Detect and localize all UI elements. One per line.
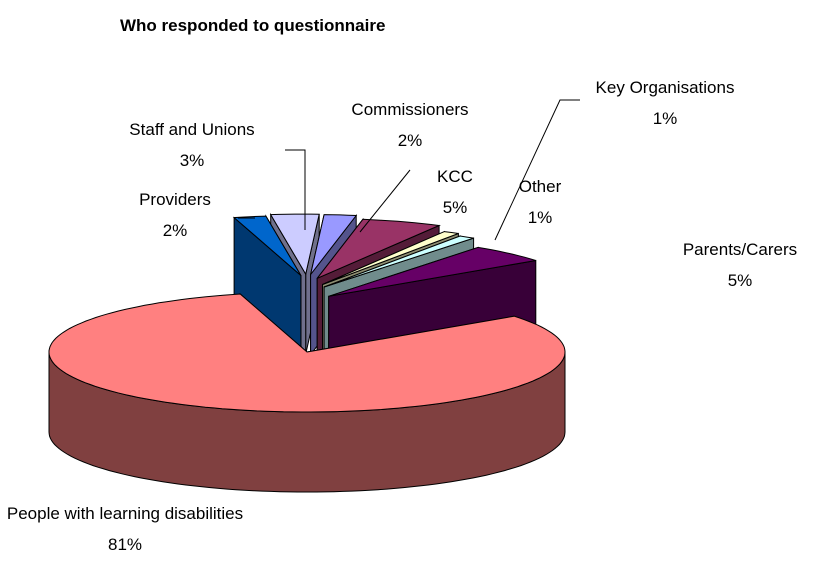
data-label: Other 1% (440, 171, 640, 233)
label-name: Commissioners (351, 100, 469, 119)
leader-line (359, 169, 411, 233)
slice (323, 235, 474, 288)
data-label: Parents/Carers 5% (640, 234, 826, 296)
label-name: Staff and Unions (129, 120, 255, 139)
label-value: 5% (442, 198, 468, 217)
label-name: Parents/Carers (682, 240, 798, 259)
data-label: KCC 5% (355, 161, 555, 223)
slice (232, 215, 302, 276)
label-value: 5% (727, 271, 753, 290)
data-label: Providers 2% (75, 184, 275, 246)
label-value: 2% (162, 221, 188, 240)
label-name: Key Organisations (595, 78, 735, 97)
data-label: Staff and Unions 3% (92, 114, 292, 176)
label-name: People with learning disabilities (6, 504, 244, 523)
label-value: 3% (179, 151, 205, 170)
label-value: 81% (107, 535, 143, 554)
label-value: 1% (527, 208, 553, 227)
leader-line (285, 149, 306, 230)
data-label: People with learning disabilities 81% (0, 498, 250, 560)
data-label: Commissioners 2% (310, 94, 510, 156)
label-value: 2% (397, 131, 423, 150)
chart-title: Who responded to questionnaire (120, 16, 386, 35)
leader-line (494, 99, 580, 241)
slice (322, 231, 459, 285)
label-name: Providers (139, 190, 211, 209)
slice (328, 246, 536, 297)
data-label: Key Organisations 1% (555, 72, 775, 134)
label-name: Other (518, 177, 562, 196)
label-name: KCC (437, 167, 473, 186)
slice (48, 293, 566, 413)
slice (310, 214, 358, 275)
slice (269, 213, 320, 276)
label-value: 1% (652, 109, 678, 128)
